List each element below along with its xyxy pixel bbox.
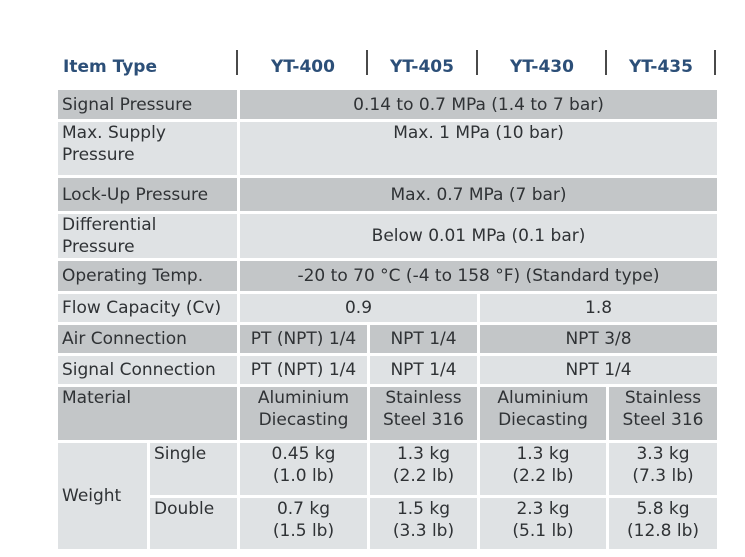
row-value: Below 0.01 MPa (0.1 bar) — [236, 211, 721, 261]
table-row: Operating Temp. -20 to 70 °C (-4 to 158 … — [55, 258, 721, 294]
sub-row-label: Double — [147, 495, 240, 552]
row-value: Max. 0.7 MPa (7 bar) — [236, 175, 721, 214]
cell-value: 0.7 kg (1.5 lb) — [237, 495, 370, 552]
row-label: Signal Connection — [55, 353, 240, 387]
table-row: Differential Pressure Below 0.01 MPa (0.… — [55, 211, 721, 261]
model-heading-yt430: YT-430 — [510, 57, 574, 77]
cell-value: Stainless Steel 316 — [367, 384, 480, 443]
model-heading-yt405: YT-405 — [390, 57, 454, 77]
divider — [236, 50, 238, 75]
cell-value: Aluminium Diecasting — [477, 384, 609, 443]
model-heading-yt400: YT-400 — [271, 57, 335, 77]
cell-value: PT (NPT) 1/4 — [237, 353, 370, 387]
divider — [714, 50, 716, 75]
table-header: Item Type YT-400 YT-405 YT-430 YT-435 — [55, 48, 717, 84]
table-row: Weight Single 0.45 kg (1.0 lb) 1.3 kg (2.2… — [55, 440, 721, 552]
row-label: Lock-Up Pressure — [55, 175, 240, 214]
table-row: Signal Connection PT (NPT) 1/4 NPT 1/4 N… — [55, 353, 721, 387]
cell-value: 1.5 kg (3.3 lb) — [367, 495, 480, 552]
cell-value: 0.9 — [237, 291, 480, 325]
cell-value: 3.3 kg (7.3 lb) — [605, 440, 721, 498]
row-label: Signal Pressure — [55, 87, 240, 122]
row-value: -20 to 70 °C (-4 to 158 °F) (Standard ty… — [236, 258, 721, 294]
cell-value: 5.8 kg (12.8 lb) — [605, 495, 721, 552]
cell-value: 1.3 kg (2.2 lb) — [477, 440, 609, 498]
row-label: Differential Pressure — [55, 211, 240, 261]
cell-value: NPT 1/4 — [367, 353, 480, 387]
cell-value: NPT 3/8 — [476, 322, 721, 356]
cell-value: Aluminium Diecasting — [237, 384, 370, 443]
table-row: Air Connection PT (NPT) 1/4 NPT 1/4 NPT … — [55, 322, 721, 356]
cell-value: Stainless Steel 316 — [605, 384, 721, 443]
sub-row-label: Single — [147, 440, 240, 498]
table-row: Lock-Up Pressure Max. 0.7 MPa (7 bar) — [55, 175, 721, 214]
model-heading-yt435: YT-435 — [629, 57, 693, 77]
divider — [366, 50, 368, 75]
row-label: Material — [55, 384, 240, 443]
table-row: Double 0.7 kg (1.5 lb) 1.5 kg (3.3 lb) 2.3… — [57, 495, 721, 552]
row-value: Max. 1 MPa (10 bar) — [236, 119, 721, 178]
row-label: Air Connection — [55, 322, 240, 356]
item-type-heading: Item Type — [63, 57, 157, 77]
cell-value: 2.3 kg (5.1 lb) — [477, 495, 609, 552]
row-label: Flow Capacity (Cv) — [55, 291, 240, 325]
cell-value: NPT 1/4 — [367, 322, 480, 356]
cell-value: 1.3 kg (2.2 lb) — [367, 440, 480, 498]
divider — [476, 50, 478, 75]
row-label: Max. Supply Pressure — [55, 119, 240, 178]
table-row: Max. Supply Pressure Max. 1 MPa (10 bar) — [55, 119, 721, 178]
cell-value: PT (NPT) 1/4 — [237, 322, 370, 356]
table-row: Material Aluminium Diecasting Stainless St… — [55, 384, 721, 443]
spec-table: Signal Pressure 0.14 to 0.7 MPa (1.4 to … — [55, 87, 721, 552]
divider — [605, 50, 607, 75]
table-row: Flow Capacity (Cv) 0.9 1.8 — [55, 291, 721, 325]
cell-value: NPT 1/4 — [476, 353, 721, 387]
row-value: 0.14 to 0.7 MPa (1.4 to 7 bar) — [236, 87, 721, 122]
cell-value: 1.8 — [476, 291, 721, 325]
table-row: Signal Pressure 0.14 to 0.7 MPa (1.4 to … — [55, 87, 721, 122]
row-label: Weight — [55, 440, 150, 552]
cell-value: 0.45 kg (1.0 lb) — [237, 440, 370, 498]
row-label: Operating Temp. — [55, 258, 240, 294]
